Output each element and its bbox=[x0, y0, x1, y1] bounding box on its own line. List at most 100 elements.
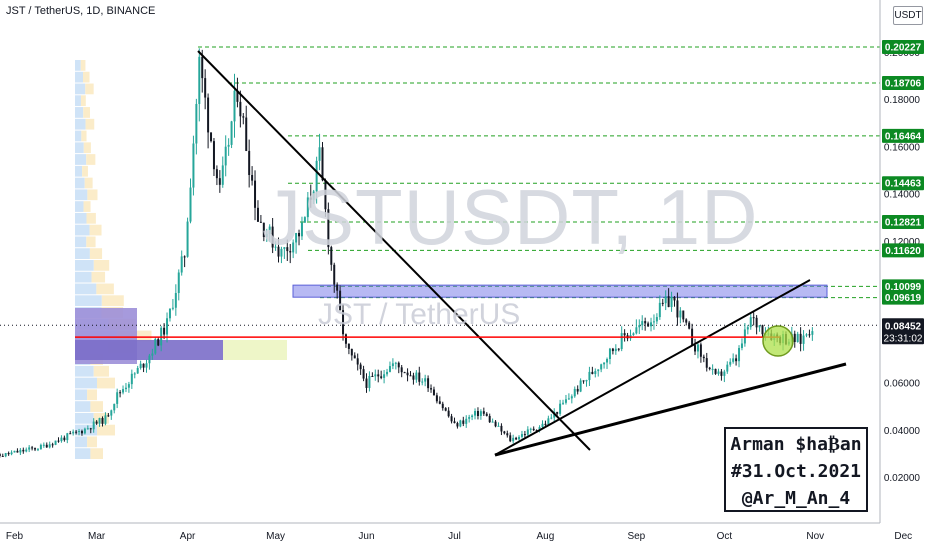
candle-body bbox=[113, 403, 116, 411]
level-label-bg bbox=[882, 40, 924, 54]
candle-body bbox=[491, 421, 494, 423]
profile-bar bbox=[90, 448, 103, 459]
candle-body bbox=[215, 169, 218, 179]
candle-body bbox=[732, 358, 735, 362]
candle-body bbox=[48, 444, 51, 448]
candle-body bbox=[66, 433, 69, 441]
candle-body bbox=[265, 233, 268, 238]
candle-body bbox=[412, 375, 415, 380]
profile-bar bbox=[75, 236, 87, 248]
candle-body bbox=[321, 147, 324, 181]
candle-body bbox=[427, 378, 430, 389]
candle-body bbox=[75, 431, 78, 433]
candle-body bbox=[189, 187, 192, 222]
candle-body bbox=[793, 333, 796, 342]
candle-body bbox=[635, 327, 638, 334]
profile-bar bbox=[82, 165, 88, 177]
candle-body bbox=[356, 358, 359, 365]
profile-bar bbox=[75, 60, 81, 71]
candle-body bbox=[248, 150, 251, 176]
candle-body bbox=[579, 380, 582, 392]
candle-body bbox=[685, 319, 688, 323]
candle-body bbox=[494, 421, 497, 427]
last-price-label: 0.08452 bbox=[885, 321, 922, 332]
candle-body bbox=[262, 222, 265, 238]
profile-bar bbox=[75, 118, 86, 130]
candle-body bbox=[415, 372, 418, 380]
candle-body bbox=[254, 180, 257, 208]
x-tick-label: Jul bbox=[448, 531, 461, 542]
level-label: 0.18706 bbox=[885, 78, 922, 89]
candle-body bbox=[309, 197, 312, 200]
profile-bar bbox=[81, 130, 87, 142]
candle-body bbox=[201, 56, 204, 79]
candle-body bbox=[344, 334, 347, 344]
profile-bar bbox=[75, 83, 86, 95]
candle-body bbox=[638, 325, 641, 328]
signature-line-3: @Ar_M_An_4 bbox=[741, 488, 851, 509]
candle-body bbox=[761, 325, 764, 335]
candle-body bbox=[218, 178, 221, 185]
profile-bar bbox=[93, 260, 110, 271]
candle-body bbox=[562, 402, 565, 404]
profile-bar bbox=[75, 212, 87, 224]
candle-body bbox=[535, 430, 538, 432]
candle-body bbox=[183, 256, 186, 258]
candle-body bbox=[688, 322, 691, 329]
candle-body bbox=[204, 78, 207, 98]
profile-bar bbox=[75, 130, 82, 142]
candle-body bbox=[130, 373, 133, 385]
level-label: 0.09619 bbox=[885, 293, 922, 304]
profile-bar bbox=[80, 60, 86, 71]
candle-body bbox=[474, 410, 477, 416]
profile-bar bbox=[75, 401, 91, 412]
candle-body bbox=[647, 323, 650, 327]
candle-body bbox=[142, 363, 145, 368]
candle-body bbox=[664, 296, 667, 304]
profile-bar bbox=[86, 154, 96, 165]
profile-bar bbox=[75, 412, 94, 424]
profile-bar bbox=[83, 142, 91, 154]
candle-body bbox=[318, 147, 321, 161]
volume-profile bbox=[75, 60, 287, 459]
candle-body bbox=[650, 322, 653, 327]
candle-body bbox=[582, 380, 585, 382]
candle-body bbox=[723, 371, 726, 376]
candle-body bbox=[60, 437, 63, 442]
candle-body bbox=[432, 389, 435, 396]
profile-bar bbox=[84, 177, 93, 189]
candle-body bbox=[98, 418, 101, 424]
profile-bar bbox=[97, 377, 115, 389]
candle-body bbox=[339, 290, 342, 311]
profile-bar bbox=[75, 154, 87, 165]
x-tick-label: Sep bbox=[627, 531, 645, 542]
currency-button[interactable]: USDT bbox=[893, 6, 923, 25]
candle-body bbox=[22, 449, 25, 452]
candle-body bbox=[749, 317, 752, 328]
candle-body bbox=[101, 418, 104, 424]
candle-body bbox=[10, 452, 13, 455]
candle-body bbox=[133, 373, 136, 375]
candle-body bbox=[289, 251, 292, 253]
candle-body bbox=[230, 121, 233, 145]
candle-body bbox=[676, 300, 679, 318]
signature-line-1: Arman $ha₿an bbox=[730, 434, 862, 455]
profile-bar bbox=[75, 436, 88, 448]
candle-body bbox=[324, 180, 327, 210]
y-tick-label: 0.02000 bbox=[884, 473, 921, 484]
candle-body bbox=[1, 455, 4, 457]
candle-body bbox=[107, 415, 110, 417]
candle-body bbox=[588, 371, 591, 381]
candle-body bbox=[658, 302, 661, 318]
candle-body bbox=[696, 344, 699, 352]
candle-body bbox=[163, 327, 166, 335]
candle-body bbox=[78, 431, 81, 433]
candle-body bbox=[350, 348, 353, 356]
profile-bar bbox=[75, 271, 92, 283]
candle-body bbox=[614, 348, 617, 352]
candle-body bbox=[805, 334, 808, 336]
candle-body bbox=[435, 395, 438, 402]
candle-body bbox=[518, 436, 521, 440]
candle-body bbox=[127, 384, 130, 388]
